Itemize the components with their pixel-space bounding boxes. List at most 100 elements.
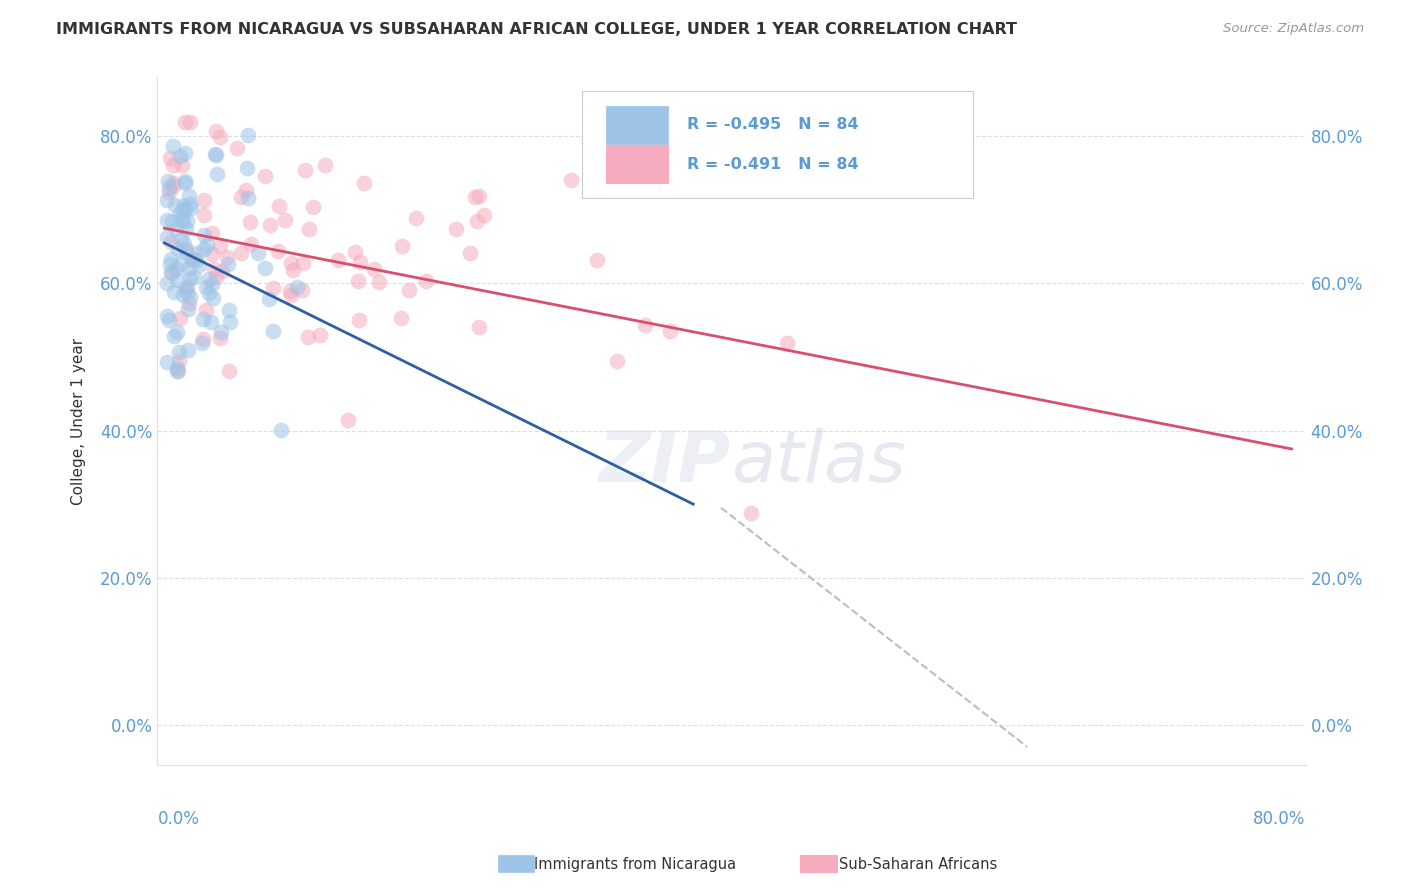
Point: [177, 296, 200, 310]
Point: [169, 211, 191, 226]
Text: Sub-Saharan Africans: Sub-Saharan Africans: [839, 857, 998, 871]
Point: [156, 193, 179, 207]
Point: [173, 114, 195, 128]
Point: [347, 274, 370, 288]
Text: Immigrants from Nicaragua: Immigrants from Nicaragua: [534, 857, 737, 871]
Point: [163, 329, 186, 343]
Point: [162, 138, 184, 153]
Point: [586, 253, 609, 268]
Point: [159, 186, 181, 200]
Point: [179, 114, 201, 128]
Point: [314, 158, 336, 172]
Point: [606, 354, 628, 368]
Point: [460, 246, 482, 260]
Point: [280, 288, 302, 302]
Point: [343, 245, 366, 260]
Point: [291, 283, 314, 297]
Point: [183, 252, 205, 267]
Point: [166, 364, 188, 378]
Point: [201, 226, 224, 240]
Point: [215, 250, 238, 264]
Point: [176, 301, 198, 316]
Point: [209, 325, 232, 339]
Point: [285, 279, 308, 293]
Point: [308, 328, 330, 343]
Text: IMMIGRANTS FROM NICARAGUA VS SUBSAHARAN AFRICAN COLLEGE, UNDER 1 YEAR CORRELATIO: IMMIGRANTS FROM NICARAGUA VS SUBSAHARAN …: [56, 22, 1017, 37]
Point: [205, 167, 228, 181]
Text: atlas: atlas: [731, 428, 905, 497]
Point: [205, 124, 228, 138]
Point: [280, 256, 302, 270]
Point: [204, 269, 226, 284]
Point: [239, 215, 262, 229]
Point: [167, 242, 190, 256]
Point: [162, 285, 184, 299]
Point: [776, 336, 799, 351]
FancyBboxPatch shape: [606, 145, 668, 184]
Point: [239, 236, 262, 251]
Point: [174, 177, 197, 191]
Point: [162, 179, 184, 194]
Point: [172, 199, 194, 213]
Point: [337, 413, 360, 427]
Point: [170, 158, 193, 172]
Point: [160, 265, 183, 279]
Point: [156, 277, 179, 291]
Point: [167, 345, 190, 359]
Text: R = -0.495   N = 84: R = -0.495 N = 84: [686, 118, 858, 132]
Point: [191, 312, 214, 326]
Point: [165, 198, 187, 212]
Point: [200, 277, 222, 292]
Point: [159, 252, 181, 266]
Point: [180, 201, 202, 215]
Text: ZIP: ZIP: [599, 428, 731, 497]
Point: [162, 158, 184, 172]
Point: [472, 208, 495, 222]
Point: [190, 336, 212, 351]
Point: [170, 257, 193, 271]
Point: [225, 141, 247, 155]
Point: [156, 309, 179, 323]
Point: [211, 264, 233, 278]
Point: [236, 191, 259, 205]
FancyBboxPatch shape: [582, 91, 973, 198]
Y-axis label: College, Under 1 year: College, Under 1 year: [72, 338, 86, 505]
Point: [193, 227, 215, 242]
Point: [658, 324, 681, 338]
Point: [363, 261, 385, 276]
Point: [202, 261, 225, 276]
Point: [253, 169, 276, 183]
Point: [162, 214, 184, 228]
Point: [262, 324, 284, 338]
Point: [169, 310, 191, 325]
Point: [156, 174, 179, 188]
Point: [219, 316, 242, 330]
Point: [560, 173, 582, 187]
Point: [297, 330, 319, 344]
Point: [177, 260, 200, 275]
Point: [173, 203, 195, 218]
Point: [193, 208, 215, 222]
Point: [259, 218, 281, 232]
Point: [405, 211, 427, 225]
Point: [269, 199, 291, 213]
FancyBboxPatch shape: [606, 105, 668, 145]
Point: [302, 200, 325, 214]
Point: [464, 190, 486, 204]
Point: [278, 284, 301, 298]
Point: [166, 360, 188, 375]
Point: [468, 189, 491, 203]
Point: [179, 289, 201, 303]
Point: [193, 193, 215, 207]
Point: [176, 214, 198, 228]
Point: [159, 257, 181, 271]
Point: [201, 247, 224, 261]
Point: [195, 302, 218, 317]
Point: [159, 151, 181, 165]
Point: [172, 288, 194, 302]
Point: [235, 183, 257, 197]
Point: [391, 238, 413, 252]
Point: [174, 202, 197, 216]
Point: [349, 255, 371, 269]
Point: [159, 235, 181, 250]
